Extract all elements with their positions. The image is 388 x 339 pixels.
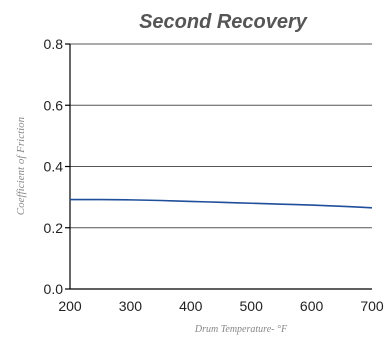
- y-tick-label-1: 0.2: [44, 220, 64, 236]
- x-tick-label-3: 500: [240, 298, 264, 314]
- y-tick-label-0: 0.0: [44, 281, 64, 297]
- x-tick-label-4: 600: [300, 298, 324, 314]
- y-tick-label-4: 0.8: [44, 36, 64, 52]
- x-tick-label-5: 700: [360, 298, 384, 314]
- chart-title: Second Recovery: [139, 11, 308, 33]
- y-axis-label: Coefficient of Friction: [15, 116, 27, 215]
- x-tick-label-2: 400: [179, 298, 203, 314]
- series-layer: [69, 198, 373, 209]
- axis-layer: [65, 43, 372, 290]
- grid-layer: [70, 43, 372, 229]
- series-line-0: [69, 198, 373, 209]
- tick-layer: 0.0 0.2 0.4 0.6 0.8 200 300 400 500 600 700: [44, 36, 384, 314]
- y-tick-label-3: 0.6: [44, 97, 64, 113]
- y-tick-label-2: 0.4: [44, 159, 64, 175]
- x-tick-label-0: 200: [58, 298, 82, 314]
- x-tick-label-1: 300: [119, 298, 143, 314]
- x-axis-label: Drum Temperature- °F: [194, 324, 288, 335]
